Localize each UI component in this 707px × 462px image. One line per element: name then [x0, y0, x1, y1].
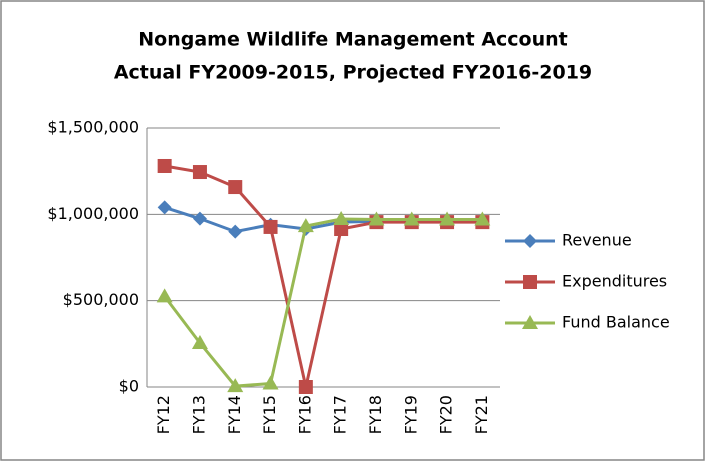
- marker: [523, 234, 537, 248]
- y-tick-label: $1,500,000: [47, 118, 139, 137]
- chart-subtitle: Actual FY2009-2015, Projected FY2016-201…: [114, 62, 592, 84]
- legend-label: Revenue: [562, 231, 632, 250]
- legend-label: Fund Balance: [562, 313, 670, 332]
- marker: [522, 315, 538, 329]
- marker: [523, 275, 537, 289]
- x-tick-label: FY21: [472, 395, 491, 434]
- y-tick-label: $500,000: [63, 290, 139, 309]
- marker: [403, 211, 420, 226]
- marker: [439, 211, 456, 226]
- x-tick-label: FY20: [437, 395, 456, 434]
- marker: [227, 378, 244, 393]
- x-tick-label: FY12: [154, 395, 173, 434]
- marker: [157, 200, 172, 215]
- marker: [368, 211, 385, 226]
- marker: [333, 210, 350, 225]
- x-tick-label: FY19: [401, 395, 420, 434]
- x-tick-label: FY17: [331, 395, 350, 434]
- x-tick-label: FY14: [225, 395, 244, 434]
- series-line: [163, 217, 483, 388]
- marker: [192, 211, 207, 226]
- x-tick-label: FY18: [366, 395, 385, 434]
- marker: [263, 219, 278, 234]
- x-tick-label: FY16: [295, 395, 314, 434]
- marker: [192, 165, 207, 180]
- marker: [474, 211, 491, 226]
- marker: [298, 380, 313, 394]
- legend-label: Expenditures: [562, 272, 667, 291]
- marker: [191, 334, 208, 349]
- x-tick-label: FY15: [260, 395, 279, 434]
- marker: [156, 288, 173, 303]
- x-tick-label: FY13: [189, 395, 208, 434]
- marker: [262, 375, 279, 390]
- y-tick-label: $0: [119, 377, 139, 396]
- series-line: [164, 164, 483, 388]
- y-tick-label: $1,000,000: [47, 204, 139, 223]
- marker: [228, 180, 243, 195]
- marker: [228, 224, 243, 239]
- marker: [334, 222, 349, 237]
- chart-title: Nongame Wildlife Management Account: [138, 29, 567, 51]
- marker: [157, 158, 172, 173]
- marker: [297, 218, 314, 233]
